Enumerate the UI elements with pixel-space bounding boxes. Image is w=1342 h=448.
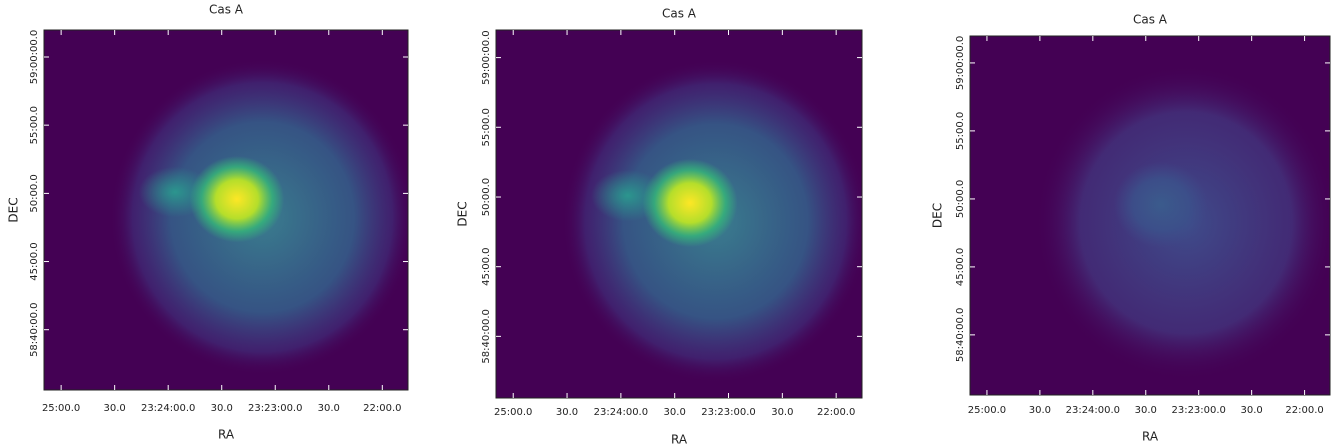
- y-tick-label: 55:00.0: [481, 108, 492, 146]
- sky-image: [496, 30, 869, 398]
- x-tick-label: 23:23:00.0: [248, 403, 302, 414]
- sky-image: [970, 36, 1337, 395]
- y-tick-label: 45:00.0: [955, 248, 966, 286]
- y-tick-label: 59:00:00.0: [481, 30, 492, 84]
- y-tick-label: 59:00:00.0: [955, 36, 966, 90]
- x-tick-label: 30.0: [1241, 405, 1263, 416]
- chart-title: Cas A: [209, 3, 244, 17]
- x-tick-label: 25:00.0: [42, 403, 80, 414]
- y-tick-label: 45:00.0: [29, 242, 40, 280]
- y-tick-label: 59:00:00.0: [29, 30, 40, 84]
- x-tick-label: 23:24:00.0: [594, 407, 648, 418]
- x-axis-label: RA: [671, 433, 688, 447]
- chart-title: Cas A: [1133, 13, 1168, 27]
- y-tick-label: 50:00.0: [481, 178, 492, 216]
- x-tick-label: 30.0: [211, 403, 233, 414]
- y-tick-label: 45:00.0: [481, 248, 492, 286]
- y-tick-label: 58:40:00.0: [29, 302, 40, 356]
- x-tick-label: 22:00.0: [817, 407, 855, 418]
- x-tick-label: 30.0: [104, 403, 126, 414]
- x-tick-label: 23:23:00.0: [701, 407, 755, 418]
- y-axis-label: DEC: [931, 203, 945, 228]
- x-tick-label: 30.0: [664, 407, 686, 418]
- y-axis-label: DEC: [456, 201, 470, 226]
- y-tick-label: 58:40:00.0: [955, 308, 966, 362]
- x-axis-label: RA: [218, 428, 235, 442]
- x-tick-label: 22:00.0: [1285, 405, 1323, 416]
- x-tick-label: 25:00.0: [494, 407, 532, 418]
- x-axis-label: RA: [1142, 430, 1159, 444]
- remnant-core: [1114, 162, 1208, 248]
- remnant-core: [190, 156, 285, 242]
- x-tick-label: 22:00.0: [363, 403, 401, 414]
- x-tick-label: 30.0: [318, 403, 340, 414]
- y-tick-label: 58:40:00.0: [481, 309, 492, 363]
- y-tick-label: 50:00.0: [29, 174, 40, 212]
- x-tick-label: 23:24:00.0: [141, 403, 195, 414]
- figure: Cas A RA DEC 25:00.0 30.0 23:24:00.0 30.0 23:23…: [0, 0, 1342, 448]
- chart-title: Cas A: [662, 7, 697, 21]
- x-tick-label: 23:24:00.0: [1066, 405, 1120, 416]
- remnant-core: [642, 159, 737, 247]
- x-tick-label: 30.0: [1029, 405, 1051, 416]
- x-tick-label: 25:00.0: [968, 405, 1006, 416]
- x-tick-label: 23:23:00.0: [1171, 405, 1225, 416]
- panel: Cas A RA DEC 25:00.0 30.0 23:24:00.0 30.0 23:23…: [456, 7, 870, 447]
- x-tick-label: 30.0: [771, 407, 793, 418]
- panel: Cas A RA DEC 25:00.0 30.0 23:24:00.0 30.0 23:23…: [7, 3, 416, 442]
- y-tick-label: 55:00.0: [29, 106, 40, 144]
- y-tick-label: 50:00.0: [955, 180, 966, 218]
- y-tick-label: 55:00.0: [955, 112, 966, 150]
- y-axis-label: DEC: [7, 197, 21, 222]
- panel: Cas A RA DEC 25:00.0 30.0 23:24:00.0 30.0 23:23…: [931, 13, 1338, 444]
- x-tick-label: 30.0: [1135, 405, 1157, 416]
- x-tick-label: 30.0: [556, 407, 578, 418]
- sky-image: [44, 30, 415, 390]
